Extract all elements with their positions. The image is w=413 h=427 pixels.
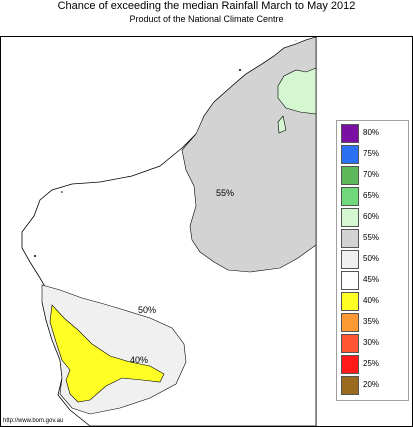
legend-item: 50% [341, 250, 411, 269]
region-60-percent-north [277, 67, 317, 115]
legend-item: 30% [341, 334, 411, 353]
map-subtitle: Product of the National Climate Centre [129, 14, 284, 24]
legend-item: 65% [341, 187, 411, 206]
legend-label: 60% [363, 212, 380, 221]
legend-swatch [341, 376, 359, 395]
island-marker [34, 255, 36, 257]
legend-label: 30% [363, 338, 380, 347]
island-marker [61, 191, 63, 193]
legend-label: 55% [363, 233, 380, 242]
legend-label: 25% [363, 359, 380, 368]
legend-item: 40% [341, 292, 411, 311]
legend-item: 45% [341, 271, 411, 290]
legend-swatch [341, 145, 359, 164]
legend-swatch [341, 271, 359, 290]
region-60-percent-small [277, 115, 287, 134]
legend-item: 55% [341, 229, 411, 248]
legend-swatch [341, 208, 359, 227]
legend-item: 80% [341, 124, 411, 143]
legend-label: 75% [363, 149, 380, 158]
legend-item: 25% [341, 355, 411, 374]
legend-label: 20% [363, 380, 380, 389]
island-marker [239, 69, 241, 71]
legend-swatch [341, 187, 359, 206]
contour-label-50: 50% [138, 305, 156, 315]
legend-swatch [341, 292, 359, 311]
legend-swatch [341, 124, 359, 143]
legend-swatch [341, 166, 359, 185]
legend-item: 60% [341, 208, 411, 227]
legend-label: 40% [363, 296, 380, 305]
region-40-percent [49, 304, 165, 403]
legend-label: 50% [363, 254, 380, 263]
legend-swatch [341, 334, 359, 353]
legend-label: 35% [363, 317, 380, 326]
contour-label-40: 40% [130, 355, 148, 365]
legend-label: 45% [363, 275, 380, 284]
legend-swatch [341, 229, 359, 248]
legend-swatch [341, 313, 359, 332]
legend-label: 65% [363, 191, 380, 200]
legend-label: 70% [363, 170, 380, 179]
legend-item: 75% [341, 145, 411, 164]
contour-label-55: 55% [216, 188, 234, 198]
source-url: http://www.bom.gov.au [3, 418, 64, 424]
legend-item: 70% [341, 166, 411, 185]
legend-swatch [341, 250, 359, 269]
legend-item: 20% [341, 376, 411, 395]
legend-swatch [341, 355, 359, 374]
map-title: Chance of exceeding the median Rainfall … [57, 0, 356, 12]
legend-label: 80% [363, 128, 380, 137]
legend-item: 35% [341, 313, 411, 332]
